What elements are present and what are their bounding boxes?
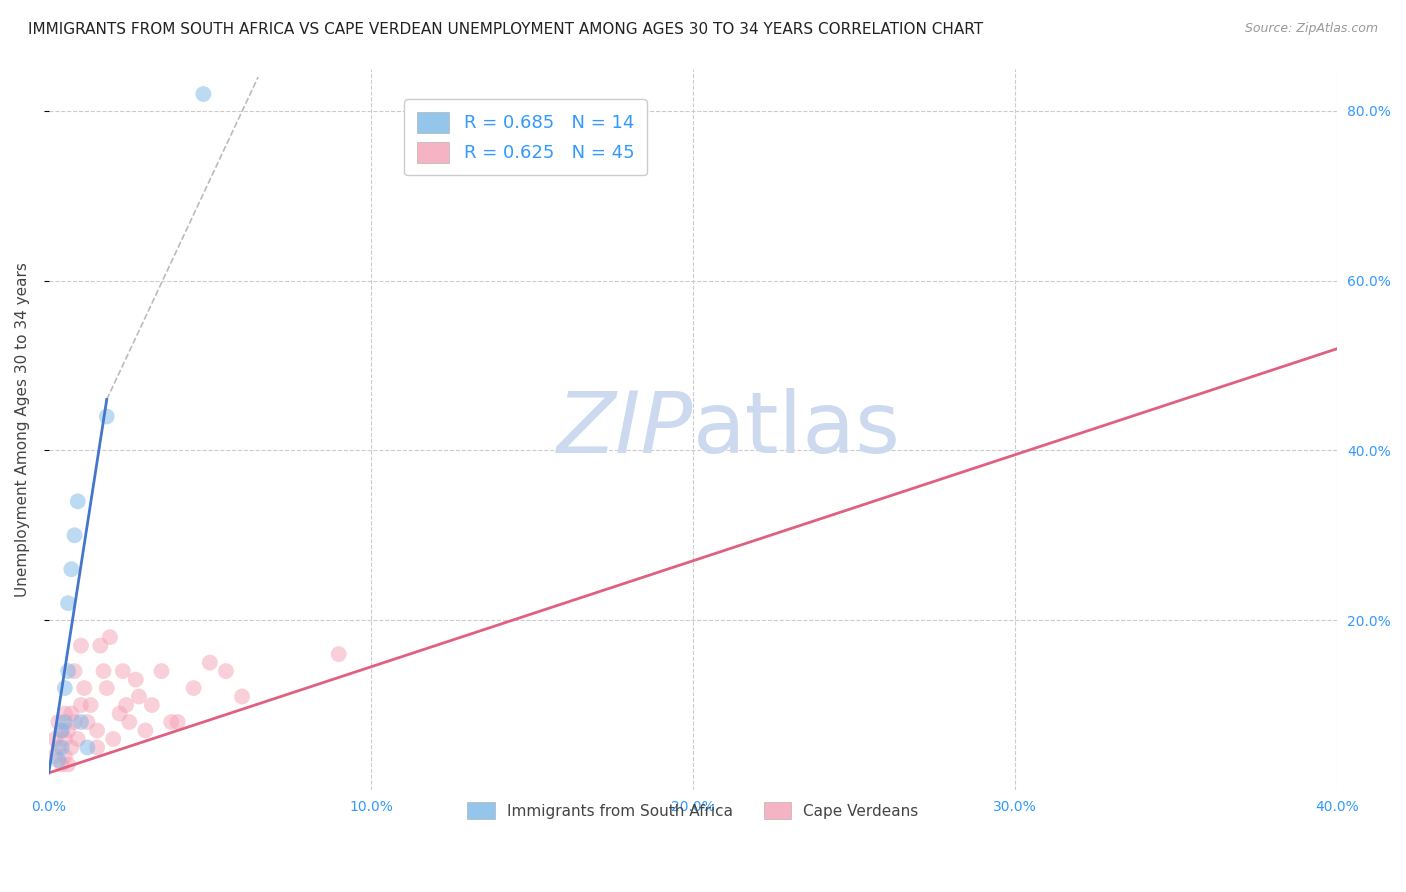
Point — [70, 714, 93, 729]
Point — [51, 740, 73, 755]
Y-axis label: Unemployment Among Ages 30 to 34 years: Unemployment Among Ages 30 to 34 years — [15, 261, 30, 597]
Point — [98, 630, 121, 644]
Point — [48, 753, 70, 767]
Point — [53, 748, 76, 763]
Legend: Immigrants from South Africa, Cape Verdeans: Immigrants from South Africa, Cape Verde… — [461, 796, 925, 826]
Point — [63, 714, 86, 729]
Point — [60, 562, 83, 576]
Point — [76, 714, 98, 729]
Point — [56, 757, 79, 772]
Point — [48, 714, 70, 729]
Point — [53, 714, 76, 729]
Point — [56, 664, 79, 678]
Text: ZIP: ZIP — [557, 388, 693, 471]
Point — [160, 714, 183, 729]
Point — [150, 664, 173, 678]
Point — [328, 647, 350, 661]
Point — [60, 706, 83, 721]
Point — [96, 681, 118, 695]
Point — [53, 731, 76, 746]
Point — [215, 664, 238, 678]
Point — [125, 673, 148, 687]
Point — [89, 639, 111, 653]
Point — [53, 681, 76, 695]
Text: IMMIGRANTS FROM SOUTH AFRICA VS CAPE VERDEAN UNEMPLOYMENT AMONG AGES 30 TO 34 YE: IMMIGRANTS FROM SOUTH AFRICA VS CAPE VER… — [28, 22, 983, 37]
Point — [111, 664, 134, 678]
Point — [48, 740, 70, 755]
Point — [231, 690, 253, 704]
Point — [183, 681, 205, 695]
Point — [193, 87, 215, 101]
Point — [134, 723, 156, 738]
Point — [198, 656, 221, 670]
Text: atlas: atlas — [693, 388, 901, 471]
Point — [73, 681, 96, 695]
Point — [66, 494, 89, 508]
Text: Source: ZipAtlas.com: Source: ZipAtlas.com — [1244, 22, 1378, 36]
Point — [166, 714, 188, 729]
Point — [66, 731, 89, 746]
Point — [93, 664, 115, 678]
Point — [141, 698, 163, 712]
Point — [51, 757, 73, 772]
Point — [101, 731, 124, 746]
Point — [56, 723, 79, 738]
Point — [108, 706, 131, 721]
Point — [44, 731, 66, 746]
Point — [60, 740, 83, 755]
Point — [79, 698, 101, 712]
Point — [76, 740, 98, 755]
Point — [56, 596, 79, 610]
Point — [53, 706, 76, 721]
Point — [128, 690, 150, 704]
Point — [96, 409, 118, 424]
Point — [115, 698, 138, 712]
Point — [63, 528, 86, 542]
Point — [86, 723, 108, 738]
Point — [118, 714, 141, 729]
Point — [63, 664, 86, 678]
Point — [585, 103, 607, 118]
Point — [70, 639, 93, 653]
Point — [51, 723, 73, 738]
Point — [51, 723, 73, 738]
Point — [44, 748, 66, 763]
Point — [70, 698, 93, 712]
Point — [86, 740, 108, 755]
